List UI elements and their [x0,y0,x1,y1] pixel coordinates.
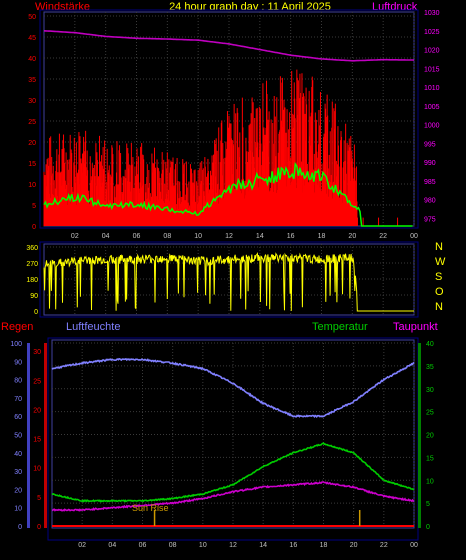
pressure-tick-label: 1030 [424,10,440,17]
sunrise-label: Sun Rise [132,503,169,513]
rain-tick-label: 15 [33,437,41,444]
time-tick-label: 00 [410,233,418,240]
pressure-tick-label: 980 [424,198,436,205]
pressure-tick-label: 1010 [424,85,440,92]
humidity-axis-title: Luftfeuchte [66,321,120,333]
time-tick-label: 16 [287,233,295,240]
temperature-panel: 0 10 20 30 40 50 60 70 80 90 100 0 5 10 15 20 25 30 0 5 10… [10,337,434,549]
wind-tick-label: 10 [28,182,36,189]
humidity-tick-label: 40 [14,451,22,458]
pressure-tick-label: 1005 [424,104,440,111]
humidity-tick-label: 100 [10,341,22,348]
time-tick-label: 20 [350,542,358,549]
humidity-tick-label: 90 [14,359,22,366]
rain-tick-label: 30 [33,349,41,356]
time-tick-label: 04 [108,542,116,549]
time-tick-label: 12 [229,542,237,549]
temperature-tick-label: 0 [426,524,430,531]
temperature-tick-label: 10 [426,478,434,485]
wind-tick-label: 0 [32,224,36,231]
rain-tick-label: 25 [33,378,41,385]
temperature-tick-label: 20 [426,433,434,440]
wind-tick-label: 35 [28,77,36,84]
humidity-tick-label: 80 [14,378,22,385]
wind-tick-label: 20 [28,140,36,147]
humidity-tick-label: 50 [14,433,22,440]
wind-direction-line [43,252,414,312]
temperature-tick-label: 30 [426,387,434,394]
time-tick-label: 00 [410,542,418,549]
pressure-tick-label: 1020 [424,48,440,55]
wind-average-line [43,161,413,227]
temperature-tick-label: 35 [426,364,434,371]
time-tick-label: 12 [225,233,233,240]
pressure-tick-label: 975 [424,216,436,223]
time-tick-label: 16 [289,542,297,549]
pressure-tick-label: 1000 [424,123,440,130]
direction-tick-label: 360 [26,245,38,252]
rain-tick-label: 0 [37,524,41,531]
rain-tick-label: 10 [33,466,41,473]
wind-tick-label: 30 [28,98,36,105]
wind-tick-label: 50 [28,14,36,21]
wind-tick-label: 40 [28,56,36,63]
time-tick-label: 02 [71,233,79,240]
compass-label: N [435,301,443,313]
pressure-tick-label: 990 [424,160,436,167]
time-tick-label: 14 [259,542,267,549]
time-tick-label: 02 [78,542,86,549]
time-tick-label: 06 [133,233,141,240]
time-tick-label: 20 [348,233,356,240]
wind-tick-label: 5 [32,203,36,210]
time-tick-label: 10 [194,233,202,240]
time-tick-label: 06 [139,542,147,549]
time-tick-label: 04 [102,233,110,240]
temperature-tick-label: 40 [426,341,434,348]
rain-tick-label: 5 [37,495,41,502]
wind-tick-label: 45 [28,35,36,42]
time-tick-label: 22 [379,233,387,240]
temperature-axis-title: Temperatur [312,321,368,333]
dewpoint-line [51,481,415,512]
temperature-tick-label: 15 [426,455,434,462]
wind-tick-label: 25 [28,119,36,126]
time-tick-label: 08 [163,233,171,240]
time-tick-label: 18 [320,542,328,549]
time-tick-label: 14 [256,233,264,240]
time-tick-label: 22 [380,542,388,549]
direction-tick-label: 0 [34,309,38,316]
humidity-tick-label: 30 [14,469,22,476]
humidity-tick-label: 0 [18,524,22,531]
direction-tick-label: 180 [26,277,38,284]
humidity-tick-label: 70 [14,396,22,403]
direction-tick-label: 90 [30,293,38,300]
rain-axis-title: Regen [1,321,33,333]
humidity-tick-label: 60 [14,414,22,421]
pressure-tick-label: 1015 [424,66,440,73]
dewpoint-axis-title: Taupunkt [393,321,438,333]
temperature-tick-label: 25 [426,410,434,417]
pressure-tick-label: 985 [424,179,436,186]
time-tick-label: 10 [199,542,207,549]
wind-tick-label: 15 [28,161,36,168]
humidity-tick-label: 20 [14,487,22,494]
compass-label: O [435,286,444,298]
compass-label: N [435,241,443,253]
time-tick-label: 18 [318,233,326,240]
rain-tick-label: 20 [33,407,41,414]
temperature-line [51,442,414,503]
compass-label: S [435,271,442,283]
pressure-line [43,30,415,62]
direction-tick-label: 270 [26,261,38,268]
time-tick-label: 08 [169,542,177,549]
humidity-tick-label: 10 [14,506,22,513]
pressure-tick-label: 995 [424,141,436,148]
humidity-line [51,357,415,419]
compass-label: W [435,256,446,268]
temperature-tick-label: 5 [426,501,430,508]
pressure-tick-label: 1025 [424,29,440,36]
